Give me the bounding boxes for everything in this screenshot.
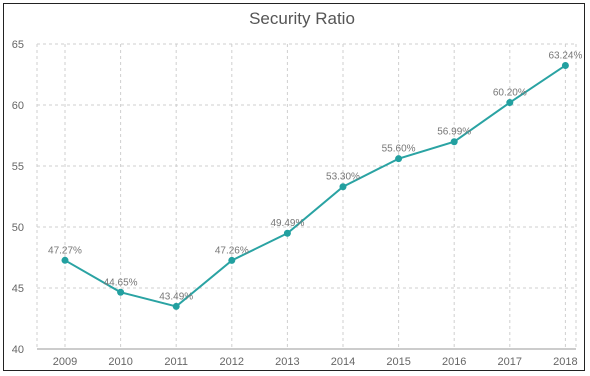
series: [61, 61, 569, 310]
data-label: 47.27%: [48, 245, 82, 256]
y-tick-label: 45: [12, 283, 24, 295]
x-tick-label: 2014: [331, 356, 355, 368]
data-point: [283, 229, 291, 237]
data-point: [561, 61, 569, 69]
data-point: [61, 256, 69, 264]
data-label: 60.20%: [493, 88, 527, 99]
data-point: [172, 302, 180, 310]
chart-title: Security Ratio: [249, 9, 355, 28]
x-tick-label: 2012: [220, 356, 244, 368]
grid: [36, 43, 577, 349]
x-tick-label: 2017: [498, 356, 522, 368]
data-point: [339, 183, 347, 191]
x-tick-label: 2015: [386, 356, 410, 368]
data-labels: 47.27% 44.65% 43.49% 47.26% 49.49% 53.30% 55.6…: [48, 50, 582, 302]
y-tick-label: 40: [12, 344, 24, 356]
data-point: [506, 99, 514, 107]
data-label: 53.30%: [326, 172, 360, 183]
series-line: [64, 64, 566, 308]
data-label: 55.60%: [382, 144, 416, 155]
x-tick-label: 2016: [442, 356, 466, 368]
chart-frame: [3, 3, 585, 371]
x-tick-label: 2011: [164, 356, 188, 368]
data-point: [450, 138, 458, 146]
x-tick-label: 2009: [53, 356, 77, 368]
data-label: 43.49%: [159, 291, 193, 302]
data-label: 47.26%: [215, 245, 249, 256]
data-point: [117, 288, 125, 296]
data-label: 44.65%: [104, 277, 138, 288]
data-label: 49.49%: [270, 218, 304, 229]
data-label: 63.24%: [548, 50, 582, 61]
data-point: [395, 155, 403, 163]
y-tick-label: 50: [12, 222, 24, 234]
x-tick-label: 2010: [108, 356, 132, 368]
x-tick-label: 2018: [553, 356, 577, 368]
data-point: [228, 256, 236, 264]
y-tick-label: 65: [12, 39, 24, 51]
x-tick-label: 2013: [275, 356, 299, 368]
data-label: 56.99%: [437, 127, 471, 138]
y-tick-label: 55: [12, 161, 24, 173]
x-axis-ticks: 2009 2010 2011 2012 2013 2014 2015 2016 2017 2018: [53, 356, 578, 368]
y-axis-ticks: 40 45 50 55 60 65: [12, 39, 24, 356]
y-tick-label: 60: [12, 100, 24, 112]
